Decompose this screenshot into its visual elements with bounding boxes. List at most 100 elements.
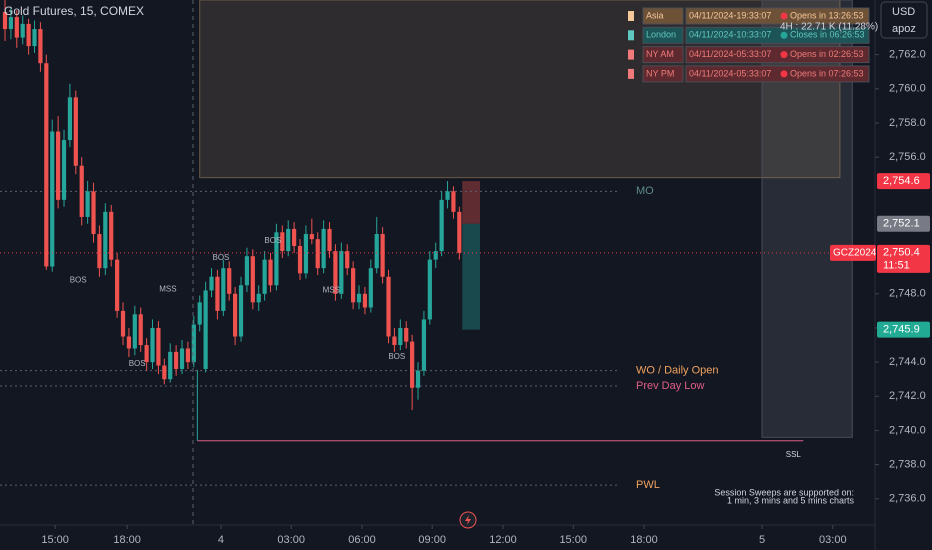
session-name-cell xyxy=(642,26,684,44)
y-tick-label: 2,742.0 xyxy=(889,390,926,402)
candle-body xyxy=(244,256,250,286)
x-tick-label: 15:00 xyxy=(559,534,587,546)
session-dot xyxy=(780,12,788,20)
candle-body xyxy=(185,348,191,363)
candle-body xyxy=(427,259,432,320)
candle-body xyxy=(50,131,55,267)
chart-title: Gold Futures, 15, COMEX xyxy=(4,4,144,18)
session-swatch xyxy=(628,11,634,21)
x-tick-label: 03:00 xyxy=(277,534,305,546)
symbol-tag xyxy=(830,244,876,261)
structure-label: BOS xyxy=(70,275,87,284)
price-tag-label: 2,754.6 xyxy=(883,175,920,187)
candle-body xyxy=(457,211,462,253)
candle-body xyxy=(398,327,403,346)
structure-label: MSS xyxy=(323,286,340,295)
x-tick-label: 12:00 xyxy=(489,534,517,546)
candle-body xyxy=(356,293,362,303)
session-time: 04/11/2024-05:33:07 xyxy=(689,68,771,78)
candle-body xyxy=(351,268,356,303)
session-swatch xyxy=(628,68,634,79)
candle-body xyxy=(250,256,255,303)
symbol-label: GCZ2024 xyxy=(833,247,877,258)
user: apoz xyxy=(892,23,916,35)
price-tag-label: 2,752.1 xyxy=(883,218,920,230)
currency-box[interactable] xyxy=(880,1,928,39)
candle-body xyxy=(327,228,332,252)
candle-body xyxy=(309,234,314,240)
candle-body xyxy=(303,234,309,274)
x-tick-label: 06:00 xyxy=(348,534,376,546)
volume-note: 4H : 22.71 K (11.28%) xyxy=(780,22,878,33)
session-name-cell xyxy=(642,7,684,25)
y-tick-label: 2,756.0 xyxy=(889,151,926,163)
session-status: Closes in 06:26:53 xyxy=(790,30,865,40)
session-info-cell xyxy=(685,46,870,64)
x-tick-label: 4 xyxy=(218,534,224,546)
candle-body xyxy=(292,228,297,246)
candle-body xyxy=(445,191,450,200)
candle-body xyxy=(268,259,273,286)
candle-body xyxy=(150,327,155,363)
candle-body xyxy=(144,345,149,363)
candle-body xyxy=(392,336,397,346)
candle-body xyxy=(197,302,202,325)
candle-body xyxy=(451,191,456,212)
candle-body xyxy=(162,365,167,380)
currency: USD xyxy=(892,6,915,18)
x-tick-label: 03:00 xyxy=(819,534,847,546)
candle-body xyxy=(321,228,326,269)
candle-body xyxy=(421,319,427,371)
price-tag xyxy=(877,321,930,338)
candle-body xyxy=(233,293,238,337)
candle-body xyxy=(103,211,108,269)
level-label: MO xyxy=(636,185,654,197)
candle-body xyxy=(120,310,126,337)
structure-label: BOS xyxy=(213,253,230,262)
structure-label: MSS xyxy=(159,285,176,294)
y-tick-label: 2,760.0 xyxy=(889,83,926,95)
session-swatch xyxy=(628,49,634,60)
session-name: NY PM xyxy=(646,68,674,78)
candle-body xyxy=(439,199,444,252)
candle-body xyxy=(262,259,267,294)
candle-body xyxy=(97,234,102,269)
level-label: PWL xyxy=(636,479,660,491)
candle-body xyxy=(374,234,379,269)
y-tick-label: 2,736.0 xyxy=(889,493,926,505)
x-tick-label: 15:00 xyxy=(41,534,69,546)
candle-body xyxy=(227,268,232,294)
session-time: 04/11/2024-19:33:07 xyxy=(689,10,771,20)
y-tick-label: 2,758.0 xyxy=(889,117,926,129)
candle-body xyxy=(44,63,49,267)
session-dot xyxy=(780,31,788,39)
y-tick-label: 2,762.0 xyxy=(889,49,926,61)
candle-body xyxy=(132,314,137,349)
candle-body xyxy=(126,336,132,349)
candle-body xyxy=(179,348,185,369)
session-name: London xyxy=(646,30,676,40)
candle-body xyxy=(256,293,261,303)
footnote: Session Sweeps are supported on: xyxy=(714,487,854,497)
candle-body xyxy=(333,251,338,294)
price-tag xyxy=(877,173,930,190)
session-name-cell xyxy=(642,46,684,64)
session-info-cell xyxy=(685,65,870,83)
sweep-label: SSL xyxy=(786,450,802,459)
session-info-cell xyxy=(685,7,870,25)
candle-body xyxy=(138,314,143,346)
y-tick-label: 2,748.0 xyxy=(889,288,926,300)
structure-label: BOS xyxy=(129,359,146,368)
session-name-cell xyxy=(642,65,684,83)
session-box xyxy=(199,0,841,179)
price-tag xyxy=(877,215,930,232)
candle-body xyxy=(61,140,67,200)
price-tag-label: 2,745.9 xyxy=(883,324,920,336)
candle-body xyxy=(415,370,421,388)
session-time: 04/11/2024-10:33:07 xyxy=(689,30,771,40)
candle-body xyxy=(209,276,214,291)
candle-body xyxy=(404,327,409,342)
position-zone xyxy=(462,181,480,224)
candle-body xyxy=(191,324,196,363)
